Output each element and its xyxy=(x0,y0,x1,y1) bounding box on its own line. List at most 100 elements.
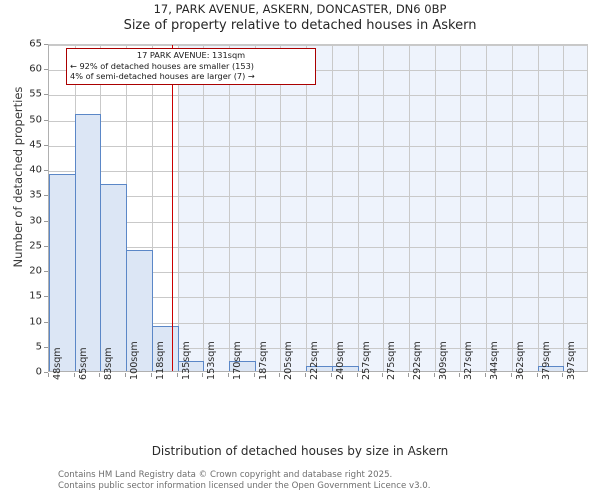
gridline-horizontal xyxy=(49,95,587,96)
x-axis-tick-mark xyxy=(99,373,100,377)
x-axis-tick-label: 344sqm xyxy=(489,341,501,380)
y-axis-tick-mark xyxy=(44,221,48,222)
y-axis-tick-label: 35 xyxy=(29,189,42,201)
histogram-bar xyxy=(126,250,153,371)
x-axis-tick-label: 205sqm xyxy=(283,341,295,380)
x-axis-tick-label: 187sqm xyxy=(257,341,269,380)
x-axis-tick-mark xyxy=(562,373,563,377)
property-size-marker-line xyxy=(171,45,174,371)
attribution-footer: Contains HM Land Registry data © Crown c… xyxy=(58,470,430,492)
gridline-vertical xyxy=(383,45,384,371)
y-axis-tick-label: 10 xyxy=(29,316,42,328)
y-axis-tick-mark xyxy=(44,94,48,95)
x-axis-tick-label: 83sqm xyxy=(103,347,115,380)
gridline-vertical xyxy=(409,45,410,371)
gridline-horizontal xyxy=(49,171,587,172)
gridline-vertical xyxy=(512,45,513,371)
y-axis-tick-label: 5 xyxy=(35,341,42,353)
y-axis-tick-mark xyxy=(44,347,48,348)
shaded-larger-region xyxy=(177,45,587,371)
x-axis-tick-label: 257sqm xyxy=(360,341,372,380)
x-axis-tick-mark xyxy=(511,373,512,377)
gridline-vertical xyxy=(486,45,487,371)
chart-title-block: 17, PARK AVENUE, ASKERN, DONCASTER, DN6 … xyxy=(0,2,600,35)
x-axis-tick-label: 240sqm xyxy=(334,341,346,380)
annotation-larger-line: 4% of semi-detached houses are larger (7… xyxy=(70,71,255,81)
chart-subtitle: Size of property relative to detached ho… xyxy=(123,18,477,33)
x-axis-tick-mark xyxy=(151,373,152,377)
y-axis-tick-label: 65 xyxy=(29,38,42,50)
gridline-vertical xyxy=(332,45,333,371)
histogram-bar xyxy=(538,366,564,371)
x-axis-tick-mark xyxy=(485,373,486,377)
page-title: 17, PARK AVENUE, ASKERN, DONCASTER, DN6 … xyxy=(153,2,447,16)
x-axis-tick-label: 170sqm xyxy=(232,341,243,380)
gridline-vertical xyxy=(306,45,307,371)
x-axis-tick-mark xyxy=(357,373,358,377)
footer-line-1: Contains HM Land Registry data © Crown c… xyxy=(58,470,393,480)
x-axis-tick-mark xyxy=(459,373,460,377)
x-axis-tick-label: 379sqm xyxy=(540,341,552,380)
y-axis-tick-label: 15 xyxy=(29,290,42,302)
gridline-horizontal xyxy=(49,297,587,298)
gridline-horizontal xyxy=(49,196,587,197)
gridline-vertical xyxy=(538,45,539,371)
y-axis-tick-mark xyxy=(44,170,48,171)
y-axis-tick-mark xyxy=(44,322,48,323)
y-axis-tick-label: 55 xyxy=(29,88,42,100)
gridline-vertical xyxy=(563,45,564,371)
y-axis-tick-mark xyxy=(44,246,48,247)
x-axis-tick-label: 397sqm xyxy=(566,341,578,380)
annotation-heading: 17 PARK AVENUE: 131sqm xyxy=(136,50,246,60)
annotation-smaller-line: ← 92% of detached houses are smaller (15… xyxy=(70,60,254,71)
x-axis-tick-mark xyxy=(74,373,75,377)
x-axis-tick-label: 153sqm xyxy=(206,341,218,380)
x-axis-tick-mark xyxy=(537,373,538,377)
gridline-vertical xyxy=(280,45,281,371)
histogram-bar xyxy=(49,174,76,371)
y-axis-tick-label: 20 xyxy=(29,265,42,277)
x-axis-tick-label: 362sqm xyxy=(514,341,526,380)
histogram-bar xyxy=(229,361,256,371)
x-axis-tick-mark xyxy=(177,373,178,377)
y-axis-tick-mark xyxy=(44,195,48,196)
x-axis-tick-label: 292sqm xyxy=(412,341,423,380)
y-axis-tick-mark xyxy=(44,296,48,297)
y-axis-tick-mark xyxy=(44,145,48,146)
x-axis-tick-label: 118sqm xyxy=(154,341,166,380)
x-axis-tick-label: 135sqm xyxy=(180,341,192,380)
y-axis-tick-label: 50 xyxy=(29,114,42,126)
x-axis-tick-mark xyxy=(228,373,229,377)
gridline-vertical xyxy=(152,45,153,371)
x-axis-title: Distribution of detached houses by size … xyxy=(151,444,449,458)
x-axis-tick-mark xyxy=(331,373,332,377)
histogram-bar xyxy=(178,361,204,371)
gridline-vertical xyxy=(203,45,204,371)
gridline-horizontal xyxy=(49,323,587,324)
x-axis-tick-label: 100sqm xyxy=(129,341,141,380)
y-axis-tick-label: 30 xyxy=(29,215,42,227)
histogram-bar xyxy=(75,114,101,371)
property-annotation-box: 17 PARK AVENUE: 131sqm ← 92% of detached… xyxy=(66,48,316,85)
y-axis-tick-mark xyxy=(44,69,48,70)
gridline-horizontal xyxy=(49,222,587,223)
gridline-vertical xyxy=(255,45,256,371)
x-axis-tick-mark xyxy=(48,373,49,377)
gridline-vertical xyxy=(229,45,230,371)
x-axis-tick-label: 222sqm xyxy=(309,341,321,380)
x-axis-tick-mark xyxy=(254,373,255,377)
x-axis-tick-label: 65sqm xyxy=(77,347,89,380)
gridline-horizontal xyxy=(49,146,587,147)
y-axis-tick-mark xyxy=(44,271,48,272)
gridline-horizontal xyxy=(49,70,587,71)
y-axis-tick-mark xyxy=(44,372,48,373)
histogram-bar xyxy=(152,326,179,371)
y-axis-tick-label: 40 xyxy=(29,164,42,176)
y-axis-tick-mark xyxy=(44,44,48,45)
plot-area xyxy=(48,44,588,372)
x-axis-tick-mark xyxy=(305,373,306,377)
x-axis-tick-mark xyxy=(408,373,409,377)
y-axis-tick-label: 60 xyxy=(29,63,42,75)
gridline-vertical xyxy=(358,45,359,371)
